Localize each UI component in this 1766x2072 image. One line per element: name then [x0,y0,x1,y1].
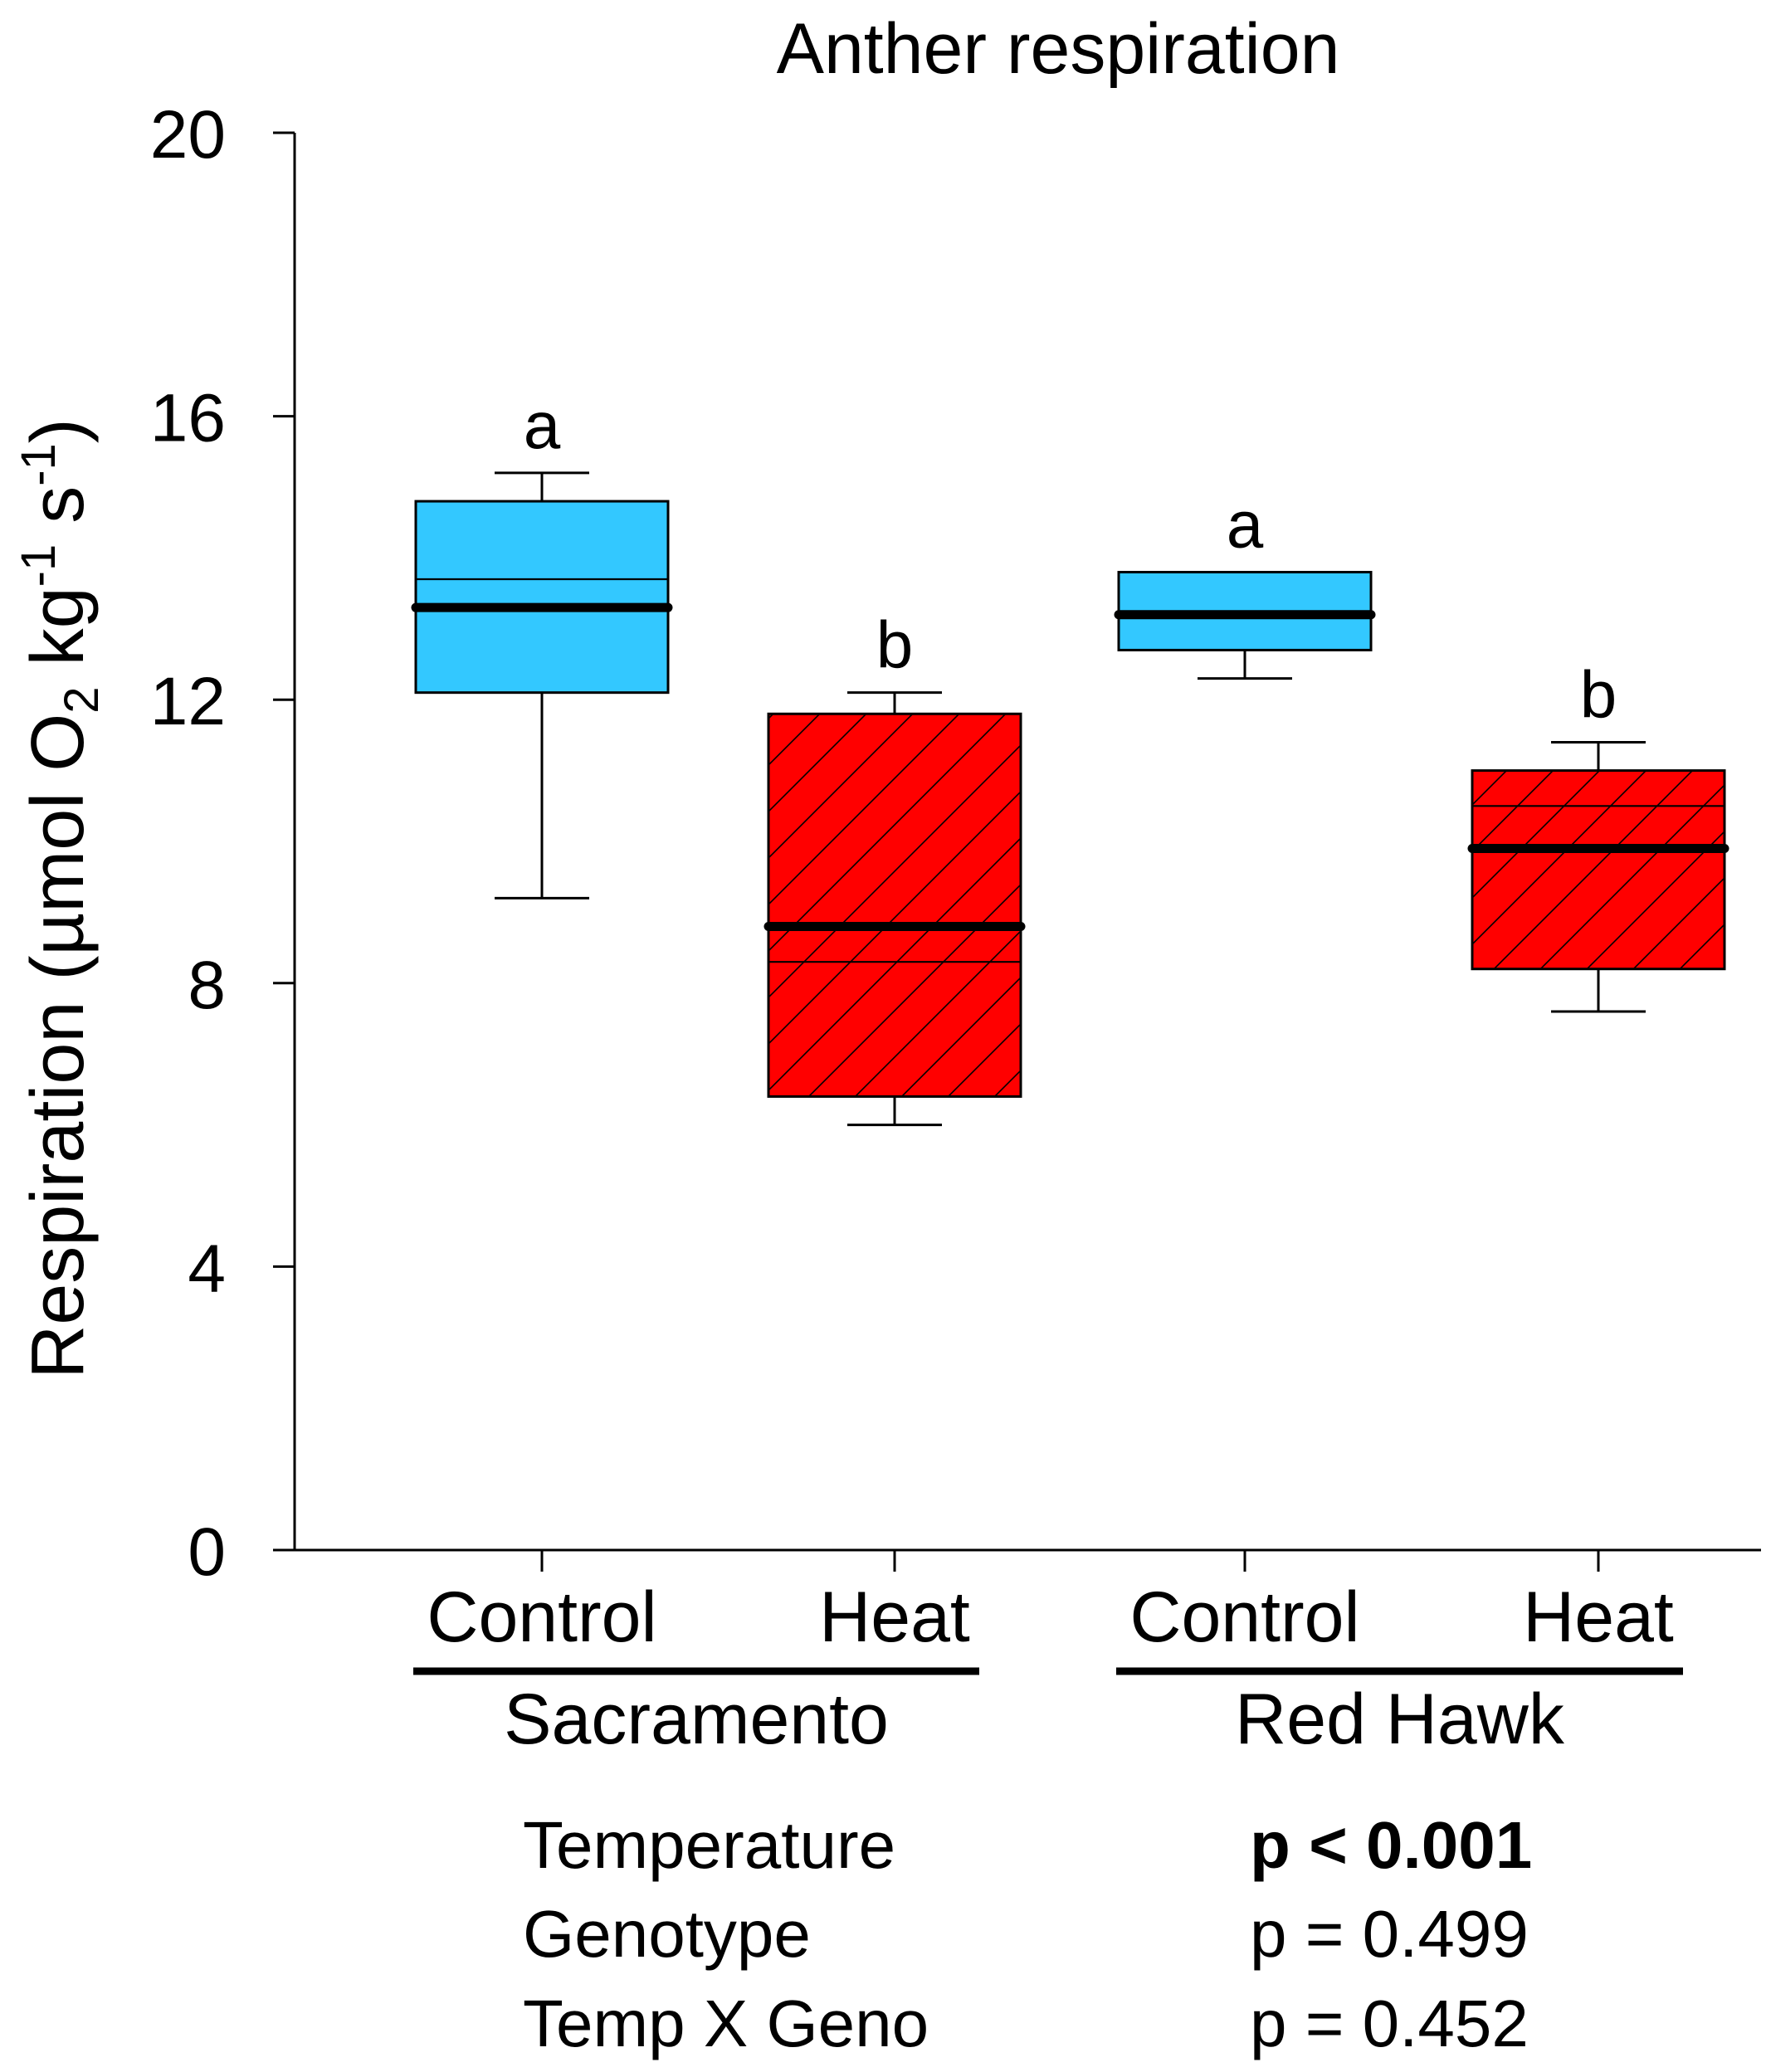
y-axis-label-mid: kg [17,587,100,686]
stat-term: Genotype [523,1897,811,1971]
stat-result: p = 0.452 [1250,1987,1529,2060]
significance-letter: a [524,388,561,462]
y-tick-label: 0 [188,1514,226,1590]
box-iqr [767,712,1022,1098]
box-sacramento-control: a [411,388,673,899]
y-axis-label-sup1: -1 [12,544,66,587]
stat-result: p = 0.499 [1250,1897,1529,1971]
box-series: a b a b [411,388,1729,1127]
stat-term: Temperature [523,1808,895,1882]
significance-letter: a [1227,487,1264,561]
box-red-hawk-control: a [1114,487,1376,680]
chart-title: Anther respiration [777,9,1340,89]
statistics-table: Temperature p < 0.001 Genotype p = 0.499 Tem… [523,1808,1532,2060]
box-red-hawk-heat: b [1467,657,1729,1013]
group-label: Red Hawk [1235,1680,1565,1759]
y-axis-label-sub: 2 [55,686,109,713]
axes: 0 4 8 12 16 20 [150,97,1761,1590]
y-axis-label-close: ) [17,418,100,443]
stat-result: p < 0.001 [1250,1808,1532,1882]
x-axis-labels: Control Heat Control Heat Sacramento Red Hawk [413,1577,1683,1759]
y-axis-label-sup2: -1 [12,443,66,486]
y-tick-label: 4 [188,1231,226,1306]
group-label: Sacramento [504,1680,889,1759]
x-category-label: Control [1129,1577,1359,1657]
y-tick-label: 20 [150,97,226,173]
y-axis-label: Respiration (µmol O2 kg-1 s-1) [12,418,109,1379]
y-tick-label: 12 [150,664,226,739]
y-tick-label: 8 [188,948,226,1023]
y-axis-label-main: Respiration (µmol O [17,714,100,1379]
box-iqr [414,500,670,695]
x-category-label: Heat [1523,1577,1674,1657]
stat-term: Temp X Geno [523,1987,929,2060]
significance-letter: b [876,608,914,682]
y-axis-label-s: s [17,486,100,544]
box-iqr [1471,769,1726,971]
x-category-label: Control [427,1577,656,1657]
y-tick-label: 16 [150,381,226,456]
box-sacramento-heat: b [763,608,1026,1127]
x-category-label: Heat [819,1577,970,1657]
significance-letter: b [1580,657,1617,731]
